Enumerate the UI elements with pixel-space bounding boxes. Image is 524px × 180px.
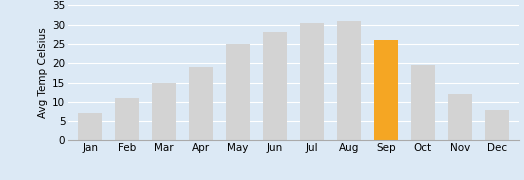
Bar bbox=[78, 113, 102, 140]
Bar bbox=[337, 21, 361, 140]
Bar bbox=[300, 23, 324, 140]
Bar bbox=[485, 110, 509, 140]
Bar bbox=[374, 40, 398, 140]
Bar bbox=[411, 65, 435, 140]
Bar bbox=[263, 32, 287, 140]
Bar bbox=[226, 44, 250, 140]
Bar bbox=[152, 83, 176, 140]
Bar bbox=[189, 67, 213, 140]
Bar bbox=[447, 94, 472, 140]
Bar bbox=[115, 98, 139, 140]
Y-axis label: Avg Temp Celsius: Avg Temp Celsius bbox=[38, 28, 48, 118]
